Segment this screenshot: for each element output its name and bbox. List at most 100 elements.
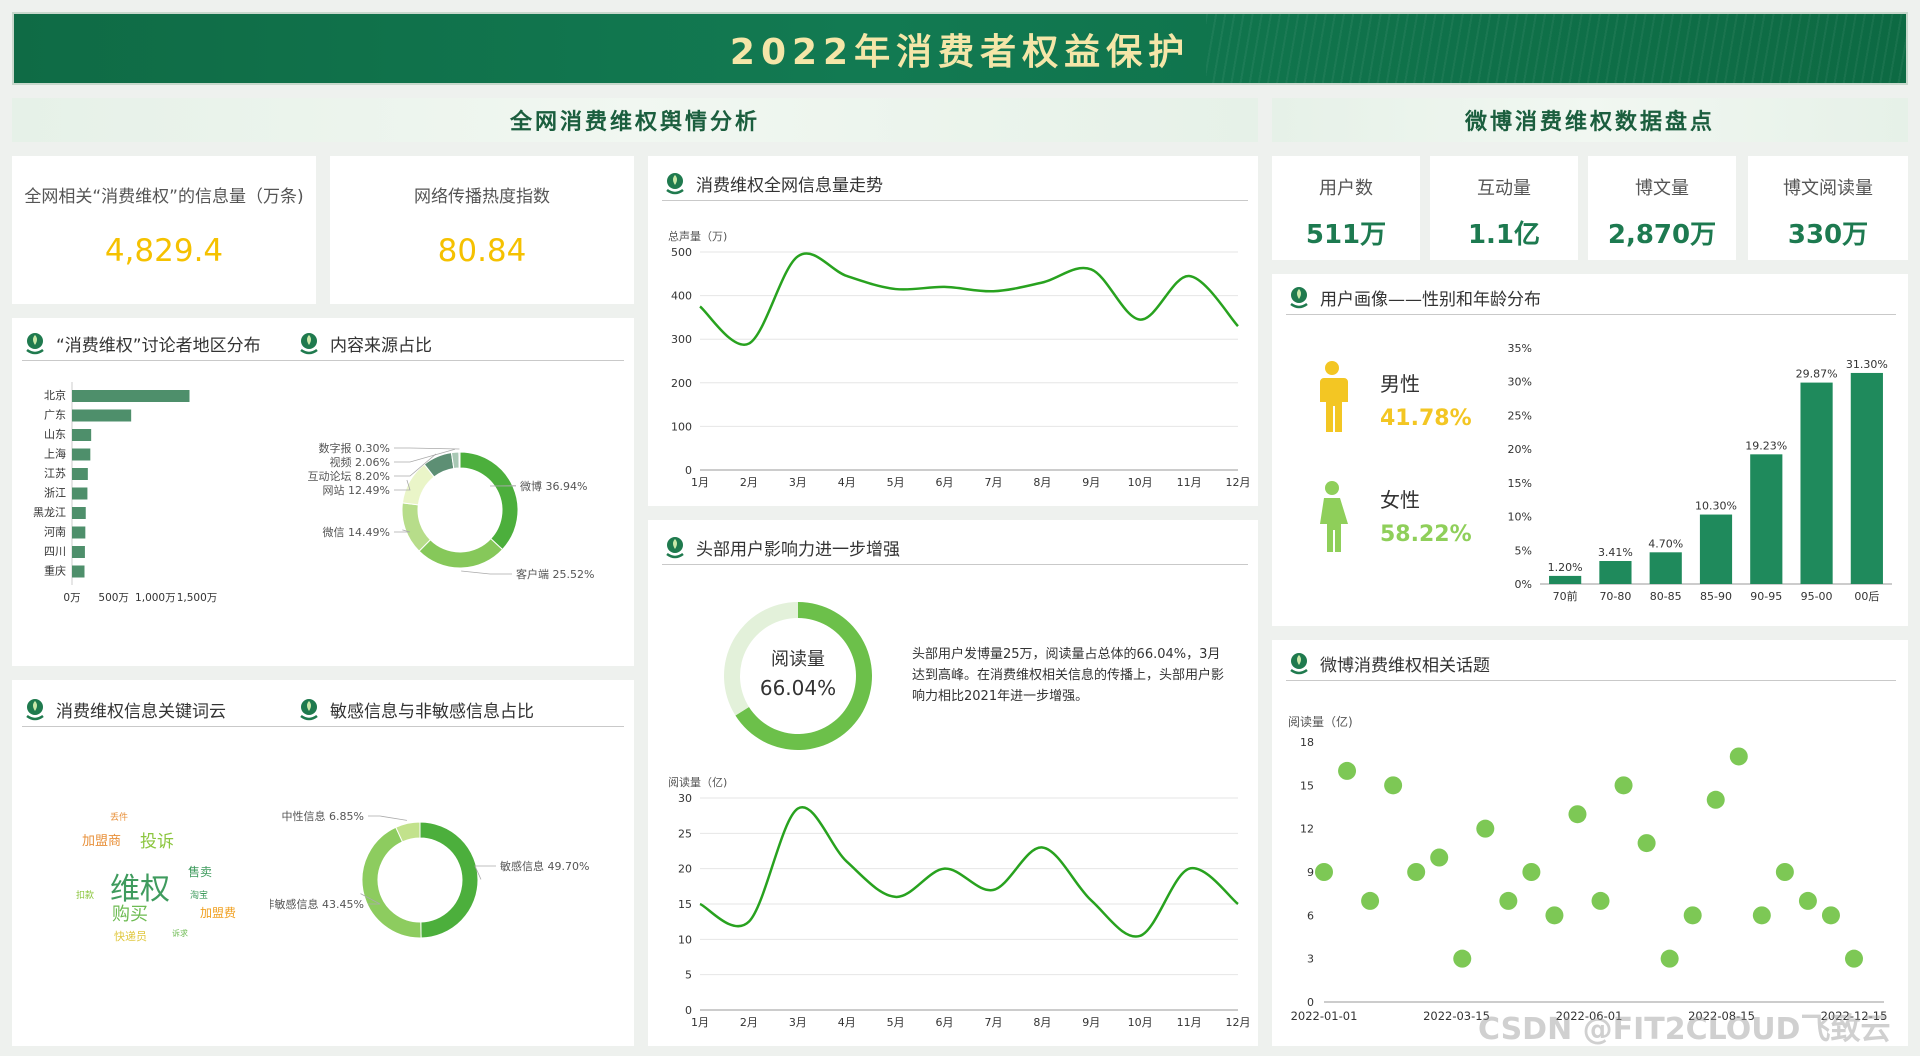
tick-label: 7月 [984, 476, 1002, 489]
leaf-icon [1290, 653, 1308, 675]
tick-label: 1月 [691, 1016, 709, 1029]
female-label: 女性 [1380, 488, 1420, 512]
bar [1699, 514, 1733, 584]
tick-label: 80-85 [1650, 590, 1682, 603]
tick-label: 四川 [44, 545, 66, 558]
tick-label: 15 [1300, 779, 1314, 792]
tick-label: 1月 [691, 476, 709, 489]
panel-title-region: “消费维权”讨论者地区分布 [22, 330, 261, 356]
panel-title-topics: 微博消费维权相关话题 [1286, 650, 1490, 676]
male-icon [1320, 361, 1348, 432]
tick-label: 11月 [1177, 1016, 1202, 1029]
tick-label: 1,000万 [135, 592, 176, 604]
leaf-icon [300, 699, 318, 721]
weibo-kpi-users: 用户数 511万 [1272, 156, 1420, 260]
kpi-card-heat: 网络传播热度指数 80.84 [330, 156, 634, 304]
bar [1549, 575, 1582, 584]
leaf-icon [666, 173, 684, 195]
scatter-point [1729, 747, 1748, 766]
section-title-left: 全网消费维权舆情分析 [12, 98, 1258, 142]
wordcloud-word: 丢件 [110, 813, 129, 823]
slice-label: 微博 36.94% [520, 479, 587, 493]
tick-label: 5月 [887, 1016, 905, 1029]
weibo-kpi-interaction: 互动量 1.1亿 [1430, 156, 1578, 260]
topics-scatter-chart: 阅读量（亿) 0 3 6 9 12 15 18 2022-01-01 2022-03-15 2022… [1288, 714, 1887, 1023]
slice-label: 视频 2.06% [330, 455, 390, 469]
tick-label: 0 [685, 464, 692, 477]
scatter-point [1315, 863, 1333, 881]
tick-label: 3月 [789, 1016, 807, 1029]
tick-label: 4月 [838, 476, 856, 489]
female-icon [1320, 481, 1348, 552]
bar [72, 409, 132, 422]
wordcloud-word: 扣款 [76, 891, 95, 901]
female-value: 58.22% [1380, 522, 1472, 547]
scatter-point [1683, 906, 1702, 925]
influence-donut-center: 阅读量 66.04% [759, 649, 837, 700]
tick-label: 2月 [740, 476, 758, 489]
region-source-card [12, 318, 634, 666]
section-title-right: 微博消费维权数据盘点 [1272, 98, 1908, 142]
tick-label: 2022-01-01 [1291, 1009, 1358, 1023]
bar [72, 526, 86, 539]
tick-label: 12月 [1226, 476, 1251, 489]
tick-label: 30 [678, 792, 692, 805]
sensitive-donut-chart: 敏感信息 49.70% 非敏感信息 43.45% 中性信息 6.85% [270, 809, 589, 939]
bar [1649, 552, 1682, 584]
tick-label: 河南 [44, 526, 66, 539]
scatter-point [1591, 891, 1610, 910]
tick-label: 2022-06-01 [1556, 1009, 1623, 1023]
scatter-point [1637, 834, 1656, 853]
slice-label: 数字报 0.30% [319, 441, 390, 455]
influence-donut [724, 602, 872, 750]
bar [72, 507, 86, 519]
slice-label: 互动论坛 8.20% [308, 469, 390, 483]
bar [1850, 372, 1883, 584]
tick-label: 9 [1307, 866, 1314, 879]
tick-label: 70前 [1553, 589, 1578, 603]
slice [418, 537, 504, 569]
scatter-point [1384, 776, 1403, 795]
influence-card [648, 520, 1258, 1046]
tick-label: 2022-08-15 [1688, 1009, 1755, 1023]
tick-label: 0 [1307, 996, 1314, 1009]
bar [1800, 382, 1833, 584]
slice-label: 敏感信息 49.70% [500, 859, 589, 873]
male-value: 41.78% [1380, 406, 1472, 431]
tick-label: 00后 [1854, 590, 1879, 603]
kpi-card-volume: 全网相关“消费维权”的信息量（万条) 4,829.4 [12, 156, 316, 304]
kpi-label: 全网相关“消费维权”的信息量（万条) [24, 187, 304, 207]
leader-line [394, 479, 411, 491]
tick-label: 35% [1508, 342, 1532, 355]
wordcloud-word: 售卖 [188, 865, 213, 879]
tick-label: 6 [1307, 909, 1314, 922]
scatter-point [1476, 819, 1495, 838]
scatter-point [1361, 891, 1380, 910]
tick-label: 广东 [44, 409, 66, 422]
scatter-point [1775, 863, 1794, 881]
data-label: 3.41% [1598, 546, 1633, 559]
tick-label: 0% [1515, 578, 1532, 591]
weibo-kpi-posts: 博文量 2,870万 [1588, 156, 1736, 260]
data-label: 10.30% [1695, 500, 1737, 513]
scatter-point [1338, 761, 1357, 780]
watermark: CSDN @FIT2CLOUD飞致云 [1478, 1012, 1891, 1047]
data-label: 19.23% [1745, 439, 1787, 452]
keyword-cloud: 维权 投诉 加盟商 购买 售卖 加盟费 快递员 淘宝 扣款 丢件 诉求 [60, 800, 260, 950]
axis-title: 总声量（万) [668, 230, 727, 243]
scatter-point [1430, 848, 1449, 867]
scatter-point [1614, 776, 1633, 795]
panel-title-influence: 头部用户影响力进一步增强 [662, 534, 900, 560]
series-line [699, 806, 1239, 938]
kpi-value: 80.84 [437, 233, 527, 269]
bar [72, 565, 85, 578]
kpi-label: 网络传播热度指数 [414, 187, 550, 207]
axis-title: 阅读量（亿) [1288, 714, 1353, 729]
wordcloud-sensitive-card [12, 680, 634, 1046]
read-line-chart: 阅读量（亿) 0 5 10 15 20 25 30 1月 2月 3月 4月 5月 6月 7月 8月 9月 10月 1… [668, 776, 1251, 1029]
bar [1750, 454, 1783, 584]
tick-label: 12月 [1226, 1016, 1251, 1029]
tick-label: 5月 [887, 476, 905, 489]
leaf-icon [1290, 287, 1308, 309]
tick-label: 400 [671, 290, 692, 303]
